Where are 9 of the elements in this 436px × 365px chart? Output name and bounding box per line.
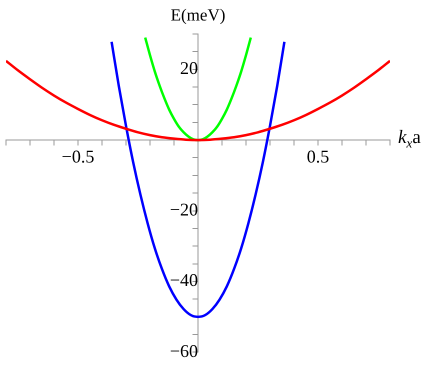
x-tick-label: −0.5 (62, 146, 94, 167)
x-tick-label: 0.5 (306, 146, 330, 167)
y-tick-label: −40 (170, 270, 198, 290)
y-tick-label: −20 (170, 200, 198, 220)
line-series (110, 40, 286, 318)
line-series (144, 36, 252, 142)
y-axis-title: E(meV) (170, 5, 226, 24)
y-tick-label: 20 (180, 58, 198, 78)
y-tick-label: −60 (170, 340, 198, 361)
